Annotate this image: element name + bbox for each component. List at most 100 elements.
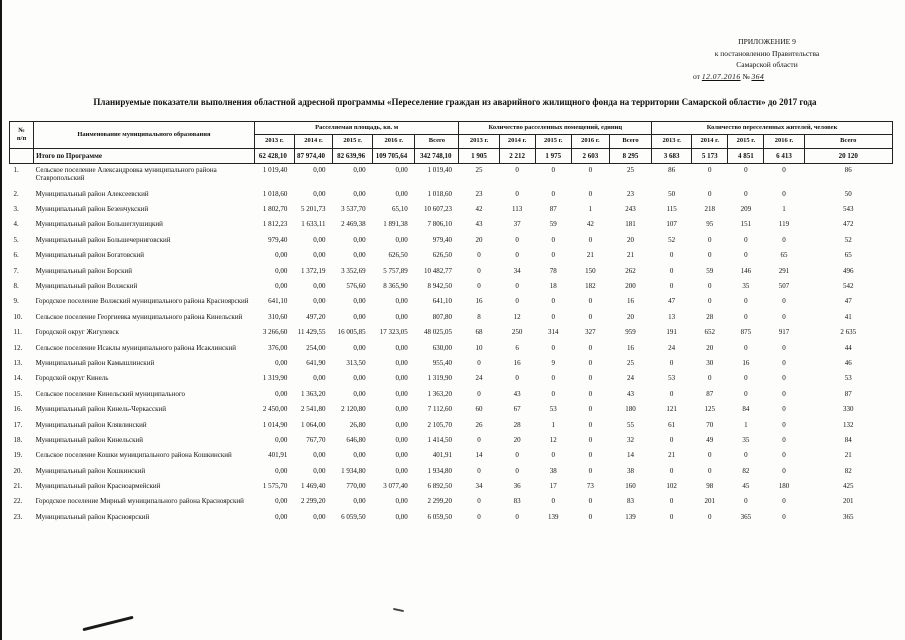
handwritten-date: 12.07.2016 (701, 71, 741, 81)
total-value-cell: 82 639,96 (332, 148, 374, 164)
value-cell: 0 (708, 451, 712, 460)
value-cell: 182 (585, 282, 596, 291)
value-cell: 497,20 (306, 312, 326, 321)
value-cell: 1 469,40 (301, 482, 326, 491)
value-cell: 52 (668, 235, 676, 244)
municipality-name-cell: Муниципальный район Волжский (35, 282, 138, 291)
value-cell: 0 (744, 451, 748, 460)
value-cell: 98 (706, 482, 714, 491)
value-cell: 0,00 (353, 235, 366, 244)
name-column-header: Наименование муниципального образования (33, 121, 255, 149)
value-cell: 630,00 (432, 343, 452, 352)
year-header: 2013 г. (253, 134, 295, 149)
value-cell: 1 934,80 (341, 466, 366, 475)
value-cell: 327 (585, 328, 596, 337)
municipality-name-cell: Муниципальный район Красноярский (35, 512, 150, 521)
value-cell: 35 (742, 282, 750, 291)
value-cell: 0,00 (353, 189, 366, 198)
row-number-cell: 17. (13, 420, 23, 429)
value-cell: 1 891,38 (383, 220, 408, 229)
total-value-cell: 2 212 (498, 148, 536, 164)
value-cell: 3 266,60 (262, 328, 288, 337)
table-row: 12. Сельское поселение Исаклы муниципальн… (10, 342, 893, 357)
handwritten-number: 364 (751, 71, 765, 81)
value-cell: 16 (513, 358, 521, 367)
value-cell: 2 105,70 (427, 420, 452, 429)
value-cell: 0 (744, 389, 748, 398)
table-row: 9. Городское поселение Волжский муниципал… (10, 295, 893, 310)
table-row: 14. Городской округ Кинель 1 319,90 0,00 0,0… (10, 372, 893, 387)
value-cell: 365 (740, 512, 752, 521)
value-cell: 1 363,20 (427, 389, 452, 398)
municipality-name-cell: Городской округ Жигулевск (35, 328, 119, 337)
value-cell: 0 (669, 358, 674, 367)
value-cell: 18 (549, 282, 557, 291)
value-cell: 20 (475, 235, 483, 244)
value-cell: 1 018,60 (262, 189, 288, 198)
value-cell: 0,00 (353, 497, 366, 506)
value-cell: 0,00 (313, 235, 326, 244)
total-value-cell: 6 413 (763, 148, 805, 164)
appendix-line-2: к постановлению Правительства (714, 48, 820, 58)
value-cell: 917 (778, 328, 790, 337)
value-cell: 0,00 (395, 235, 408, 244)
table-row: 15. Сельское поселение Кинельский муницип… (10, 388, 893, 403)
total-value-cell: 2 603 (570, 148, 610, 164)
table-row: 21. Муниципальный район Красноармейский 1 … (10, 480, 893, 495)
value-cell: 0 (515, 165, 519, 174)
row-number-cell: 15. (13, 389, 23, 398)
value-cell: 42 (586, 220, 594, 229)
value-cell: 21 (627, 251, 635, 260)
table-row: 1. Сельское поселение Александровка муниц… (10, 163, 893, 187)
value-cell: 0,00 (275, 251, 288, 260)
year-header: 2014 г. (691, 134, 729, 149)
value-cell: 0,00 (313, 451, 326, 460)
value-cell: 121 (666, 405, 677, 414)
value-cell: 0 (782, 389, 786, 398)
table-row: 3. Муниципальный район Безенчукский 1 802,… (10, 203, 893, 218)
value-cell: 20 (513, 435, 521, 444)
value-cell: 0 (744, 165, 748, 174)
year-header: 2013 г. (651, 134, 693, 149)
value-cell: 16 (627, 343, 635, 352)
value-cell: 0 (588, 420, 593, 429)
table-row: 8. Муниципальный район Волжский 0,00 0,00 57… (10, 280, 893, 295)
value-cell: 0 (782, 374, 786, 383)
value-cell: 180 (778, 482, 790, 491)
value-cell: 21 (844, 451, 852, 460)
value-cell: 0,00 (395, 451, 408, 460)
value-cell: 46 (844, 358, 852, 367)
table-body: Итого по Программе 62 428,10 87 974,40 82 6… (8, 148, 894, 526)
value-cell: 0 (708, 282, 712, 291)
total-value-cell: 1 905 (458, 148, 500, 164)
table-row: 6. Муниципальный район Богатовский 0,00 0,0… (10, 249, 893, 264)
row-number-cell: 9. (13, 297, 19, 306)
year-header: 2013 г. (458, 134, 500, 149)
value-cell: 201 (843, 497, 854, 506)
table-row: 11. Городской округ Жигулевск 3 266,60 11 4… (10, 326, 893, 341)
value-cell: 243 (625, 205, 636, 214)
value-cell: 49 (706, 435, 714, 444)
value-cell: 0,00 (395, 466, 408, 475)
value-cell: 65,10 (392, 205, 408, 214)
row-number-cell: 10. (13, 312, 23, 321)
value-cell: 0 (782, 165, 786, 174)
table-row: 17. Муниципальный район Клявлинский 1 014,… (10, 419, 893, 434)
value-cell: 87 (549, 205, 557, 214)
appendix-date-line: от 12.07.2016 № 364 (687, 71, 847, 83)
municipality-name-cell: Сельское поселение Георгиевка муниципаль… (35, 312, 243, 321)
value-cell: 0 (515, 189, 519, 198)
value-cell: 0 (551, 251, 556, 260)
value-cell: 0 (477, 251, 481, 260)
total-row: Итого по Программе 62 428,10 87 974,40 82 6… (8, 148, 894, 164)
value-cell: 0,00 (275, 497, 288, 506)
value-cell: 0 (782, 435, 786, 444)
value-cell: 0 (782, 297, 786, 306)
total-value-cell: 8 295 (608, 148, 653, 164)
row-number-cell: 11. (13, 328, 23, 337)
value-cell: 0 (588, 165, 593, 174)
value-cell: 0,00 (395, 512, 408, 521)
municipality-name-cell: Городское поселение Волжский муниципальн… (35, 297, 249, 306)
value-cell: 146 (740, 266, 752, 275)
table-row: 23. Муниципальный район Красноярский 0,00 0… (10, 511, 893, 526)
